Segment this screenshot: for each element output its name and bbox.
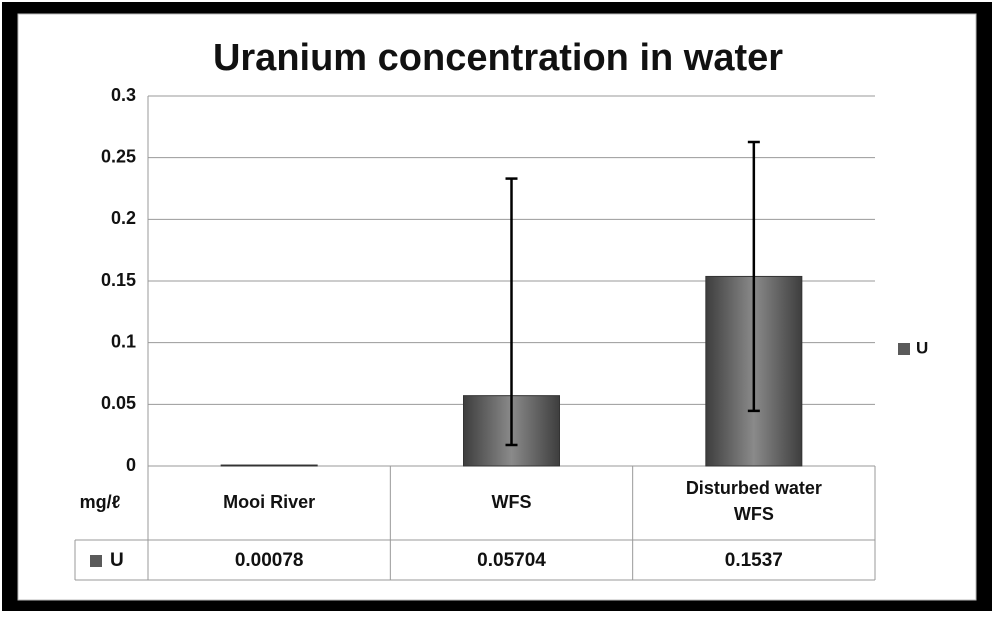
y-tick-label: 0.3	[111, 85, 136, 105]
x-tick-label: WFS	[492, 492, 532, 512]
error-bar	[747, 140, 760, 413]
legend-label: U	[916, 338, 928, 357]
error-bar	[505, 177, 518, 447]
table-series-name: U	[110, 550, 124, 571]
y-tick-label: 0.25	[101, 146, 136, 166]
legend-key	[898, 343, 910, 355]
frame	[17, 13, 977, 601]
chart-title: Uranium concentration in water	[213, 37, 783, 79]
y-tick-label: 0	[126, 455, 136, 475]
y-axis-label: mg/ℓ	[80, 492, 121, 512]
table-value: 0.1537	[725, 550, 783, 571]
table-value: 0.00078	[235, 550, 304, 571]
y-tick-label: 0.1	[111, 331, 136, 351]
y-tick-label: 0.15	[101, 270, 136, 290]
table-legend-key	[90, 555, 102, 567]
x-tick-label: Disturbed water WFS	[686, 478, 822, 524]
y-tick-label: 0.05	[101, 393, 136, 413]
x-tick-label: Mooi River	[223, 492, 315, 512]
table-value: 0.05704	[477, 550, 546, 571]
bar	[220, 464, 318, 467]
y-tick-label: 0.2	[111, 208, 136, 228]
